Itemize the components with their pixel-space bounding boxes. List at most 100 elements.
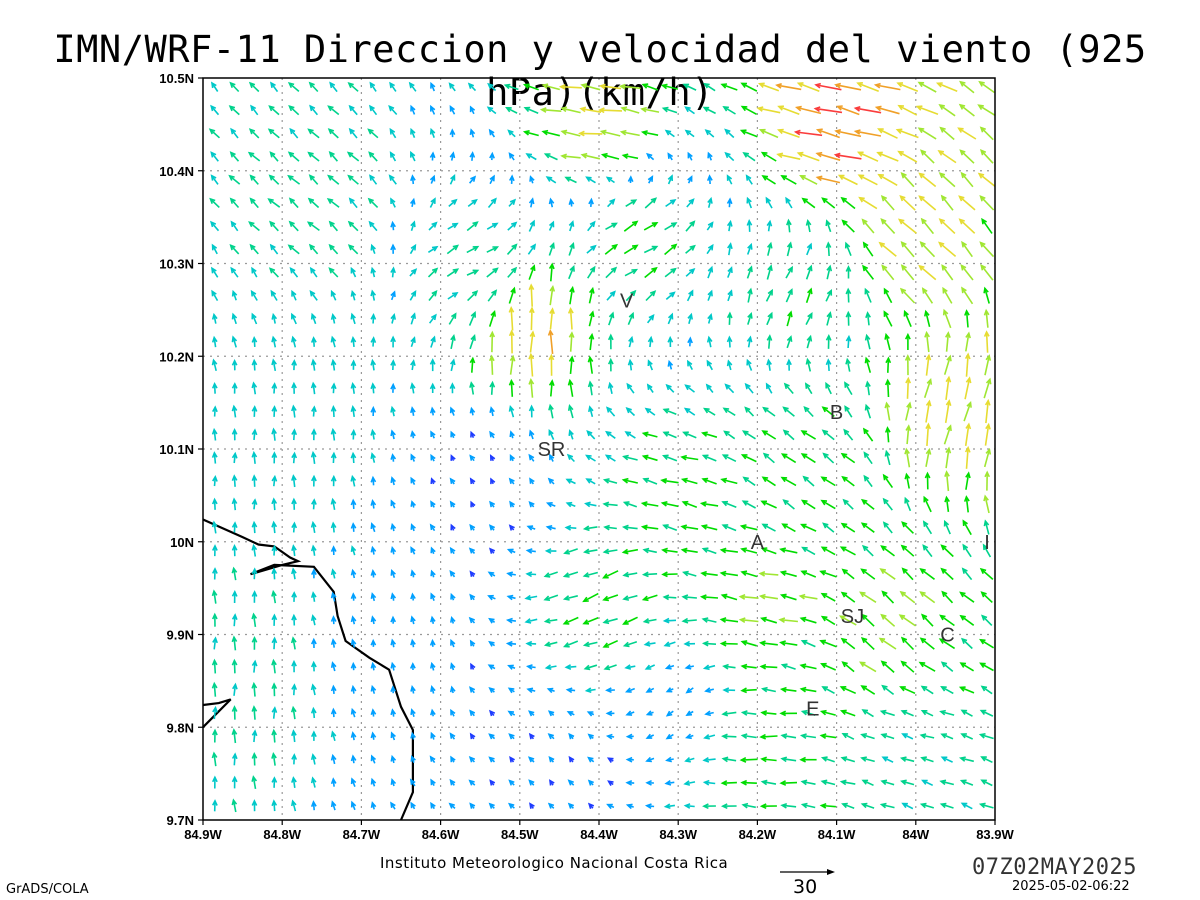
wind-arrow <box>821 429 835 441</box>
wind-arrow <box>430 335 436 348</box>
wind-arrow <box>291 659 297 673</box>
wind-arrow <box>350 731 357 741</box>
wind-arrow <box>429 358 436 372</box>
wind-arrow <box>525 153 537 161</box>
wind-arrow <box>667 312 674 325</box>
wind-arrow <box>642 477 658 485</box>
wind-arrow <box>959 80 975 94</box>
wind-arrow <box>964 352 971 377</box>
wind-arrow <box>625 710 635 716</box>
wind-arrow <box>820 779 836 786</box>
wind-arrow <box>543 641 558 647</box>
wind-arrow <box>271 497 278 511</box>
wind-arrow <box>543 153 558 161</box>
wind-arrow <box>370 615 377 625</box>
wind-arrow <box>586 711 595 717</box>
wind-arrow <box>347 174 359 185</box>
wind-arrow <box>701 547 717 555</box>
wind-arrow <box>841 661 855 673</box>
wind-arrow <box>582 571 599 578</box>
wind-arrow <box>741 500 756 509</box>
wind-arrow <box>468 311 476 326</box>
wind-arrow <box>251 659 258 673</box>
wind-arrow <box>269 243 279 255</box>
wind-arrow <box>390 546 397 555</box>
wind-arrow <box>881 590 895 604</box>
wind-arrow <box>587 355 594 374</box>
wind-arrow <box>660 478 679 484</box>
wind-arrow <box>450 662 456 671</box>
wind-arrow <box>979 126 994 141</box>
wind-arrow <box>799 733 817 739</box>
wind-arrow <box>701 617 717 623</box>
wind-arrow <box>980 685 993 695</box>
wind-arrow <box>979 241 995 258</box>
wind-arrow <box>350 335 357 347</box>
wind-arrow <box>568 241 575 256</box>
wind-arrow <box>665 291 676 301</box>
wind-arrow <box>786 218 792 233</box>
wind-arrow <box>765 288 773 302</box>
wind-arrow <box>861 613 875 627</box>
wind-arrow <box>685 220 696 232</box>
wind-arrow <box>568 355 575 374</box>
wind-arrow <box>724 383 735 394</box>
wind-arrow <box>251 498 258 510</box>
wind-arrow <box>884 401 891 421</box>
wind-arrow <box>800 709 816 716</box>
wind-arrow <box>800 639 816 648</box>
wind-arrow <box>645 687 655 693</box>
wind-arrow <box>548 353 555 376</box>
wind-arrow <box>706 335 713 348</box>
wind-arrow <box>248 221 260 232</box>
wind-arrow <box>622 571 638 578</box>
wind-arrow <box>780 802 797 809</box>
wind-arrow <box>681 500 698 508</box>
wind-arrow <box>883 310 893 327</box>
wind-arrow <box>211 681 218 697</box>
wind-arrow <box>487 571 496 578</box>
wind-arrow <box>919 567 935 580</box>
wind-arrow <box>785 288 793 303</box>
wind-arrow <box>528 429 535 440</box>
wind-arrow <box>839 546 856 556</box>
wind-arrow <box>410 430 416 439</box>
wind-arrow <box>210 151 219 162</box>
wind-arrow <box>489 500 496 508</box>
wind-arrow <box>881 756 894 763</box>
wind-arrow <box>370 801 377 810</box>
wind-arrow <box>291 312 297 325</box>
wind-arrow <box>664 664 675 670</box>
wind-arrow <box>271 312 278 324</box>
wind-arrow <box>409 778 416 787</box>
wind-arrow <box>806 334 813 349</box>
wind-arrow <box>865 380 871 396</box>
wind-arrow <box>939 126 955 141</box>
wind-arrow <box>565 478 576 485</box>
wind-arrow <box>370 312 377 324</box>
wind-arrow <box>841 732 855 740</box>
wind-arrow <box>250 104 259 116</box>
wind-arrow <box>938 218 956 234</box>
wind-arrow <box>977 104 996 117</box>
wind-arrow <box>291 428 298 441</box>
wind-arrow <box>390 638 397 648</box>
wind-arrow <box>942 286 953 304</box>
wind-arrow <box>780 476 797 487</box>
wind-arrow <box>619 129 640 137</box>
wind-arrow <box>271 706 278 719</box>
wind-arrow <box>346 151 360 162</box>
wind-arrow <box>350 359 357 370</box>
wind-arrow <box>919 637 935 650</box>
wind-arrow <box>390 290 396 301</box>
wind-arrow <box>390 335 397 348</box>
wind-arrow <box>448 198 458 208</box>
wind-arrow <box>720 83 738 91</box>
wind-arrow <box>410 174 416 185</box>
wind-arrow <box>885 356 892 373</box>
wind-arrow <box>804 382 813 395</box>
wind-arrow <box>701 477 717 485</box>
grid-lines <box>203 78 995 820</box>
wind-arrow <box>877 173 898 186</box>
wind-arrow <box>291 799 297 812</box>
